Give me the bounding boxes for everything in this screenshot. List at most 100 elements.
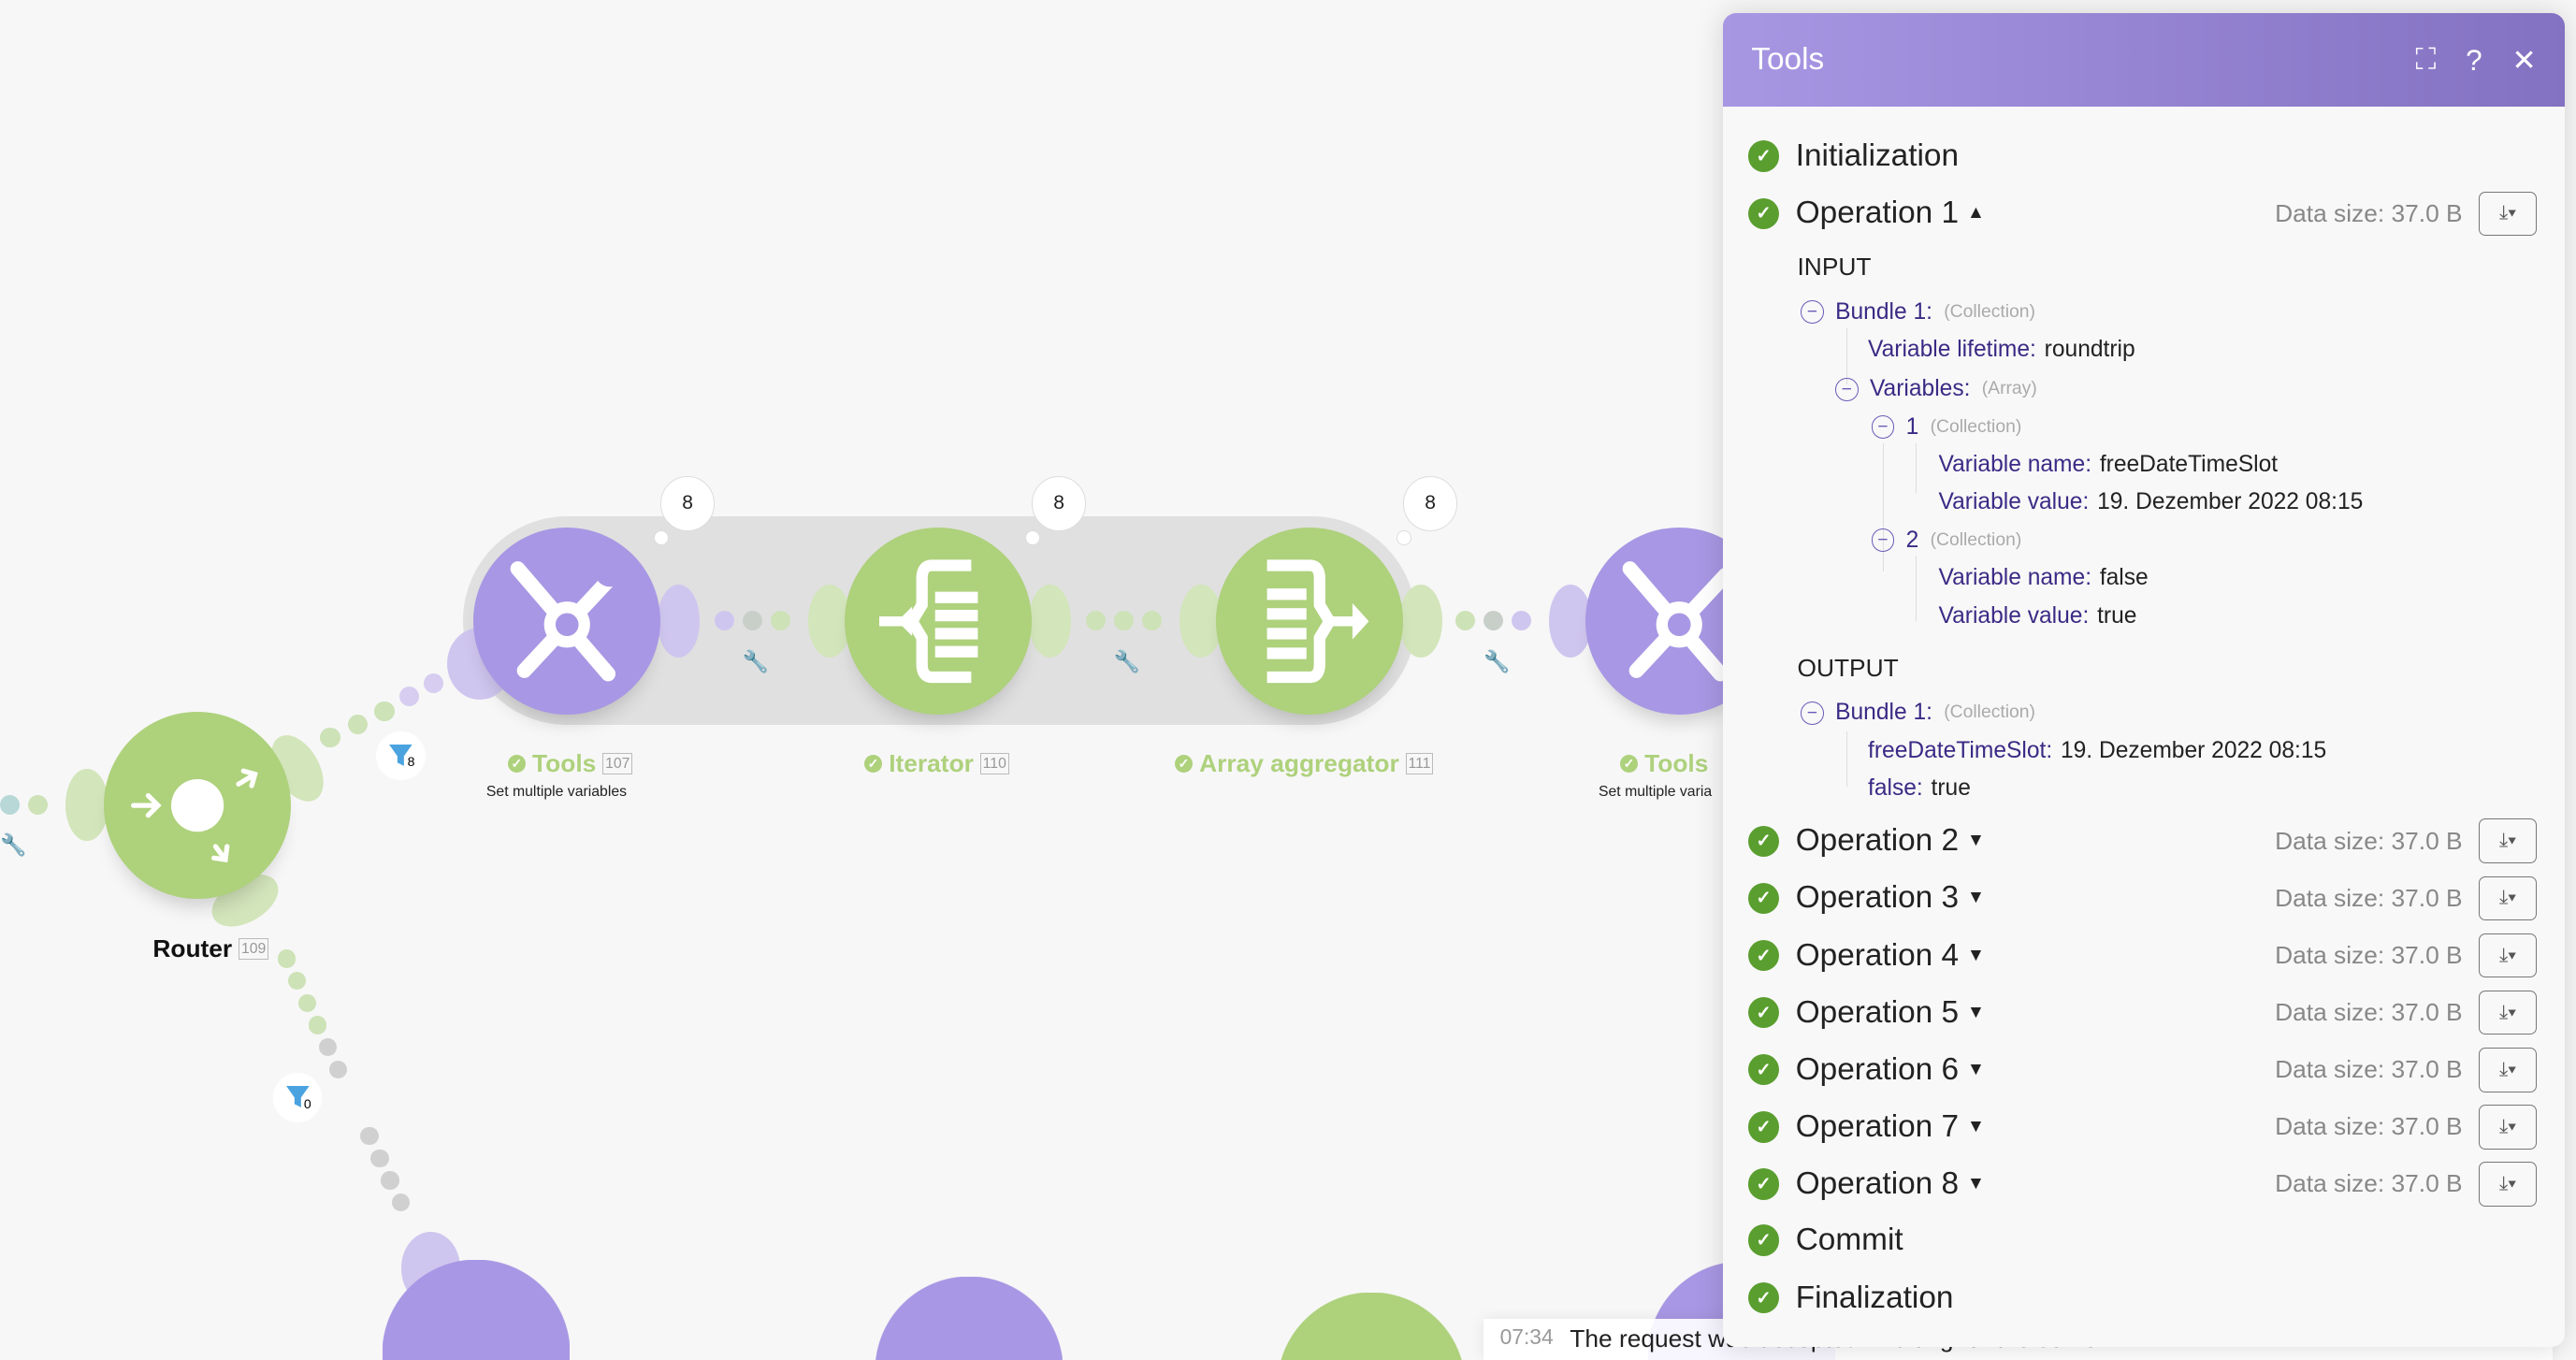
caret-down-icon[interactable]: ▼ <box>1966 1116 1985 1136</box>
connector-dot <box>1511 611 1531 631</box>
connector-dot <box>374 701 395 722</box>
connector-dot <box>742 611 762 631</box>
caret-down-icon[interactable]: ▼ <box>1966 888 1985 908</box>
bundle-count-bubble[interactable]: 8 <box>660 476 716 531</box>
panel-title: Tools <box>1751 42 1825 78</box>
tree-node[interactable]: −2 (Collection) <box>1871 528 2021 554</box>
download-button[interactable]: ⤓▾ <box>2479 191 2537 237</box>
operation-row[interactable]: ✓ Operation 4 ▼ Data size: 37.0 B ⤓▾ <box>1747 933 2537 978</box>
panel-header: Tools ⛶ ? ✕ <box>1723 13 2565 108</box>
caret-up-icon[interactable]: ▲ <box>1966 203 1985 224</box>
download-button[interactable]: ⤓▾ <box>2479 1047 2537 1092</box>
caret-down-icon[interactable]: ▼ <box>1966 1173 1985 1194</box>
success-icon: ✓ <box>1747 1111 1780 1143</box>
tree-line <box>1915 555 1917 621</box>
finalization-row: ✓ Finalization <box>1747 1278 2537 1317</box>
filter-icon <box>285 1085 310 1107</box>
bundle-count-bubble[interactable]: 8 <box>1402 476 1458 531</box>
operation-row[interactable]: ✓ Operation 3 ▼ Data size: 37.0 B ⤓▾ <box>1747 875 2537 921</box>
help-icon[interactable]: ? <box>2466 42 2482 77</box>
iterator-icon <box>878 559 978 683</box>
success-icon: ✓ <box>1747 996 1780 1029</box>
tools-module[interactable] <box>383 1260 571 1360</box>
tree-node[interactable]: − Bundle 1: (Collection) <box>1801 700 2035 726</box>
wrench-icon[interactable]: 🔧 <box>1483 648 1511 673</box>
connector-dot <box>360 1126 379 1146</box>
tree-node[interactable]: − Bundle 1: (Collection) <box>1801 299 2035 326</box>
download-button[interactable]: ⤓▾ <box>2479 990 2537 1035</box>
operation-row[interactable]: ✓ Operation 7 ▼ Data size: 37.0 B ⤓▾ <box>1747 1105 2537 1150</box>
close-icon[interactable]: ✕ <box>2511 42 2537 77</box>
module-ear <box>808 585 851 658</box>
filter-button[interactable]: 8 <box>376 731 426 781</box>
bundle-count-bubble[interactable]: 8 <box>1032 476 1087 531</box>
connector-dot <box>277 949 297 968</box>
filter-icon <box>389 744 412 766</box>
tools-module-107[interactable] <box>472 527 661 716</box>
caret-down-icon[interactable]: ▼ <box>1966 1002 1985 1022</box>
operation-row[interactable]: ✓ Operation 2 ▼ Data size: 37.0 B ⤓▾ <box>1747 818 2537 864</box>
download-button[interactable]: ⤓▾ <box>2479 818 2537 864</box>
tree-field: Variable value: 19. Dezember 2022 08:15 <box>1938 489 2364 515</box>
router-label: Router 109 <box>152 934 269 963</box>
tools-module[interactable] <box>876 1276 1064 1360</box>
tree-field: Variable lifetime: roundtrip <box>1868 337 2135 363</box>
operation-row[interactable]: ✓ Operation 5 ▼ Data size: 37.0 B ⤓▾ <box>1747 990 2537 1035</box>
connector-dot <box>309 1016 327 1034</box>
module-subtitle: Set multiple varia <box>1598 783 1713 800</box>
router-module[interactable] <box>103 711 291 899</box>
connector-dot <box>348 715 369 735</box>
operation-row[interactable]: ✓ Operation 8 ▼ Data size: 37.0 B ⤓▾ <box>1747 1162 2537 1207</box>
expand-icon[interactable]: ⛶ <box>2415 42 2437 77</box>
download-button[interactable]: ⤓▾ <box>2479 1105 2537 1150</box>
bubble-tail <box>654 530 670 546</box>
tree-node[interactable]: − Variables: (Array) <box>1834 376 2037 402</box>
success-icon: ✓ <box>1747 882 1780 915</box>
module-label: ✓ Tools 107 <box>507 749 633 778</box>
tree-field: freeDateTimeSlot: 19. Dezember 2022 08:15 <box>1868 737 2327 763</box>
success-icon: ✓ <box>1747 1054 1780 1086</box>
module-ear <box>1549 585 1592 658</box>
connector-dot <box>27 795 48 816</box>
connector-dot <box>391 1194 410 1212</box>
commit-row: ✓ Commit <box>1747 1221 2537 1260</box>
operation-row[interactable]: ✓ Operation 6 ▼ Data size: 37.0 B ⤓▾ <box>1747 1047 2537 1092</box>
tree-node[interactable]: −1 (Collection) <box>1871 414 2021 441</box>
bubble-tail <box>1396 530 1411 546</box>
operation-1-row[interactable]: ✓ Operation 1 ▲ Data size: 37.0 B ⤓▾ <box>1747 191 2537 237</box>
connector-dot <box>320 728 340 748</box>
module[interactable] <box>1278 1293 1466 1360</box>
collapse-icon[interactable]: − <box>1871 528 1895 553</box>
caret-down-icon[interactable]: ▼ <box>1966 945 1985 965</box>
connector-dot <box>770 611 790 631</box>
collapse-icon[interactable]: − <box>1871 415 1895 439</box>
array-aggregator-module-111[interactable] <box>1215 527 1403 716</box>
tree-line <box>1915 443 1917 493</box>
connector-dot <box>370 1149 389 1167</box>
wrench-icon[interactable]: 🔧 <box>742 648 770 673</box>
module-subtitle: Set multiple variables <box>485 783 628 800</box>
collapse-icon[interactable]: − <box>1801 300 1824 325</box>
connector-dot <box>297 993 317 1012</box>
tools-icon <box>510 557 625 682</box>
iterator-module-110[interactable] <box>844 527 1032 716</box>
download-button[interactable]: ⤓▾ <box>2479 933 2537 978</box>
tree-field: Variable value: true <box>1938 602 2137 629</box>
module-label: ✓ Tools <box>1619 749 1708 778</box>
tools-icon <box>1622 560 1733 682</box>
collapse-icon[interactable]: − <box>1834 377 1859 401</box>
connector-dot <box>0 795 21 816</box>
connector-dot <box>1113 611 1134 631</box>
wrench-icon[interactable]: 🔧 <box>0 832 27 858</box>
caret-down-icon[interactable]: ▼ <box>1966 831 1985 851</box>
download-button[interactable]: ⤓▾ <box>2479 875 2537 921</box>
filter-button[interactable]: 0 <box>272 1072 323 1122</box>
download-button[interactable]: ⤓▾ <box>2479 1162 2537 1207</box>
router-icon <box>130 768 258 862</box>
connector-dot <box>319 1038 338 1057</box>
module-ear <box>657 585 701 658</box>
wrench-icon[interactable]: 🔧 <box>1113 648 1141 673</box>
collapse-icon[interactable]: − <box>1801 701 1824 725</box>
caret-down-icon[interactable]: ▼ <box>1966 1059 1985 1079</box>
module-label: ✓ Array aggregator 111 <box>1174 749 1434 778</box>
